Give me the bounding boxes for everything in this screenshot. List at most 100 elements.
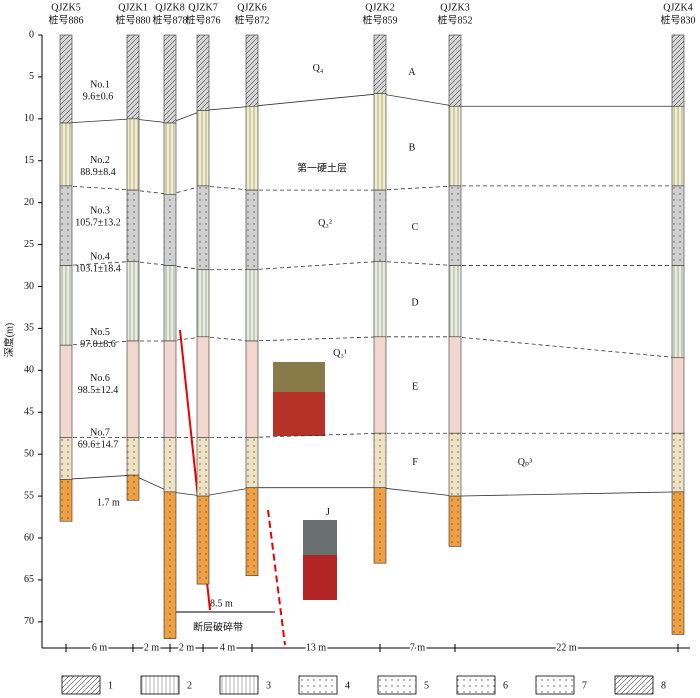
column-pattern: [449, 265, 461, 337]
layer-label: E: [412, 381, 418, 392]
layer-boundary: [454, 336, 679, 359]
column-pattern: [449, 496, 461, 547]
borehole-station: 桩号878: [153, 13, 188, 26]
column-pattern: [449, 106, 461, 186]
tick-label: 5: [29, 71, 34, 82]
column-pattern: [60, 185, 72, 266]
legend-swatch: [456, 675, 496, 695]
distance-label: 2 m: [179, 642, 195, 653]
column-segment: [448, 336, 462, 434]
column-pattern: [60, 123, 72, 186]
column-pattern: [672, 265, 684, 358]
column-pattern: [672, 433, 684, 492]
layer-label: D: [411, 298, 418, 309]
layer-boundary: [202, 487, 253, 497]
sample-id: No.7: [90, 428, 110, 439]
layer-label: F: [412, 457, 418, 468]
legend-swatch: [614, 675, 654, 695]
column-pattern: [449, 35, 461, 107]
sample-age: 103.1±18.4: [75, 263, 121, 274]
column-pattern: [127, 261, 139, 341]
legend-swatch: [298, 675, 338, 695]
column-pattern: [164, 491, 176, 639]
tick-label: 65: [24, 574, 34, 585]
column-segment: [671, 357, 685, 434]
legend-label: 1: [108, 680, 113, 691]
borehole-name: QJZK3: [440, 2, 469, 13]
column-pattern: [197, 185, 209, 270]
column-pattern: [374, 93, 386, 191]
legend-label: 2: [187, 680, 192, 691]
distance-label: 13 m: [306, 642, 327, 653]
fault-line: [267, 509, 286, 646]
column-pattern: [60, 437, 72, 480]
column-pattern: [60, 265, 72, 346]
column-pattern: [672, 491, 684, 635]
borehole-station: 桩号852: [438, 13, 473, 26]
borehole-station: 桩号859: [363, 13, 398, 26]
layer-boundary: [251, 432, 381, 438]
borehole-name: QJZK5: [51, 2, 80, 13]
column-pattern: [164, 437, 176, 492]
layer-boundary: [65, 185, 134, 191]
column-pattern: [374, 190, 386, 262]
distance-label: 22 m: [556, 642, 577, 653]
tick-label: 25: [24, 239, 34, 250]
column-pattern: [246, 437, 258, 488]
sample-age: 88.9±8.4: [80, 167, 116, 178]
layer-boundary: [65, 118, 134, 124]
column-pattern: [164, 194, 176, 266]
tick-label: 55: [24, 490, 34, 501]
layer-label: B: [409, 142, 416, 153]
borehole-station: 桩号876: [186, 13, 221, 26]
layer-boundary: [65, 474, 134, 480]
tick-label: 35: [24, 323, 34, 334]
column-pattern: [60, 35, 72, 124]
stratum-label: Q₃¹: [333, 348, 347, 359]
layer-boundary: [202, 185, 253, 191]
layer-label: J: [326, 507, 330, 518]
photo: [273, 392, 325, 436]
column-pattern: [672, 185, 684, 266]
layer-boundary: [379, 260, 456, 266]
column-pattern: [127, 35, 139, 119]
layer-boundary: [251, 93, 381, 107]
column-pattern: [127, 190, 139, 262]
borehole-station: 桩号872: [235, 13, 270, 26]
column-pattern: [197, 35, 209, 111]
distance-label: 4 m: [220, 642, 236, 653]
tick-label: 50: [24, 448, 34, 459]
legend-label: 3: [266, 680, 271, 691]
layer-boundary: [169, 265, 204, 271]
borehole-station: 桩号880: [116, 13, 151, 26]
photo: [303, 555, 337, 600]
column-pattern: [246, 269, 258, 341]
layer-boundary: [379, 93, 456, 107]
distance-label: 2 m: [144, 642, 160, 653]
sample-id: No.2: [90, 155, 110, 166]
legend-swatch: [219, 675, 259, 695]
layer-boundary: [251, 260, 381, 271]
borehole-name: QJZK4: [663, 2, 692, 13]
distance-label: 6 m: [92, 642, 108, 653]
column-pattern: [127, 118, 139, 191]
column-segment: [163, 340, 177, 438]
column-pattern: [127, 437, 139, 476]
sample-id: No.6: [90, 373, 110, 384]
stratum-label: Q₄: [313, 63, 324, 74]
borehole-name: QJZK2: [365, 2, 394, 13]
legend-label: 7: [582, 680, 587, 691]
layer-label: C: [412, 222, 419, 233]
sample-id: No.3: [90, 205, 110, 216]
tick-label: 15: [24, 155, 34, 166]
tick-label: 45: [24, 407, 34, 418]
borehole-name: QJZK8: [155, 2, 184, 13]
column-pattern: [164, 123, 176, 195]
layer-boundary: [202, 105, 253, 111]
stratum-label: Q₃²: [318, 218, 332, 229]
column-pattern: [449, 185, 461, 266]
column-pattern: [246, 35, 258, 107]
tick-label: 40: [24, 365, 34, 376]
legend-label: 5: [424, 680, 429, 691]
